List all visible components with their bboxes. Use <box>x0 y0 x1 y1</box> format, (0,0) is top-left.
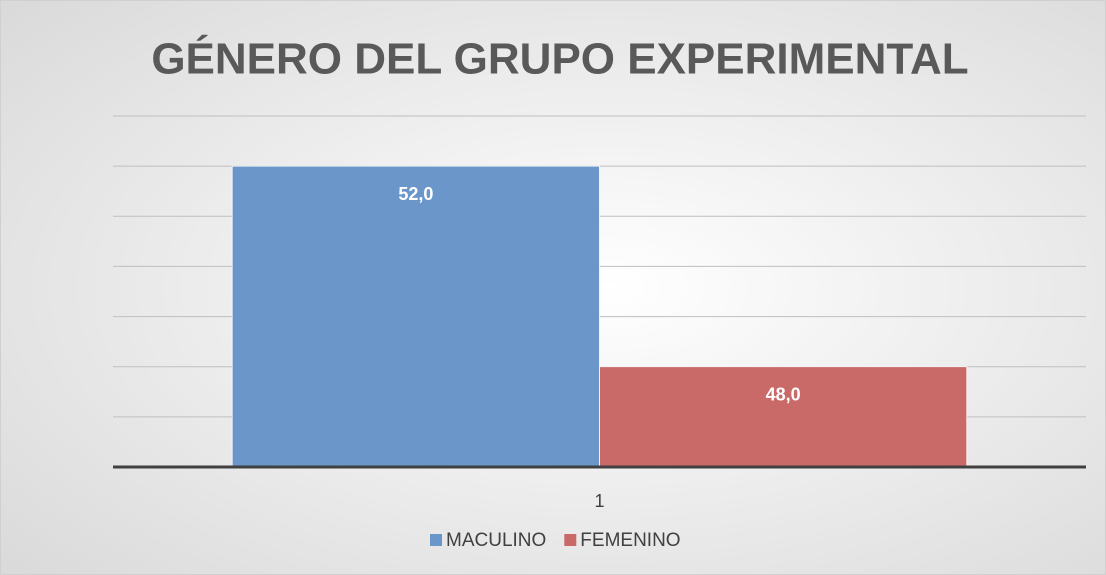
legend-swatch <box>564 534 577 546</box>
bar <box>599 366 968 468</box>
chart-title: GÉNERO DEL GRUPO EXPERIMENTAL <box>151 34 968 84</box>
legend-label: FEMENINO <box>580 530 680 551</box>
legend-swatch <box>430 534 442 546</box>
x-tick-label: 1 <box>594 491 604 511</box>
legend-label: MACULINO <box>446 530 546 551</box>
bar <box>231 165 600 468</box>
data-label: 52,0 <box>398 184 433 204</box>
data-label: 48,0 <box>766 384 801 404</box>
